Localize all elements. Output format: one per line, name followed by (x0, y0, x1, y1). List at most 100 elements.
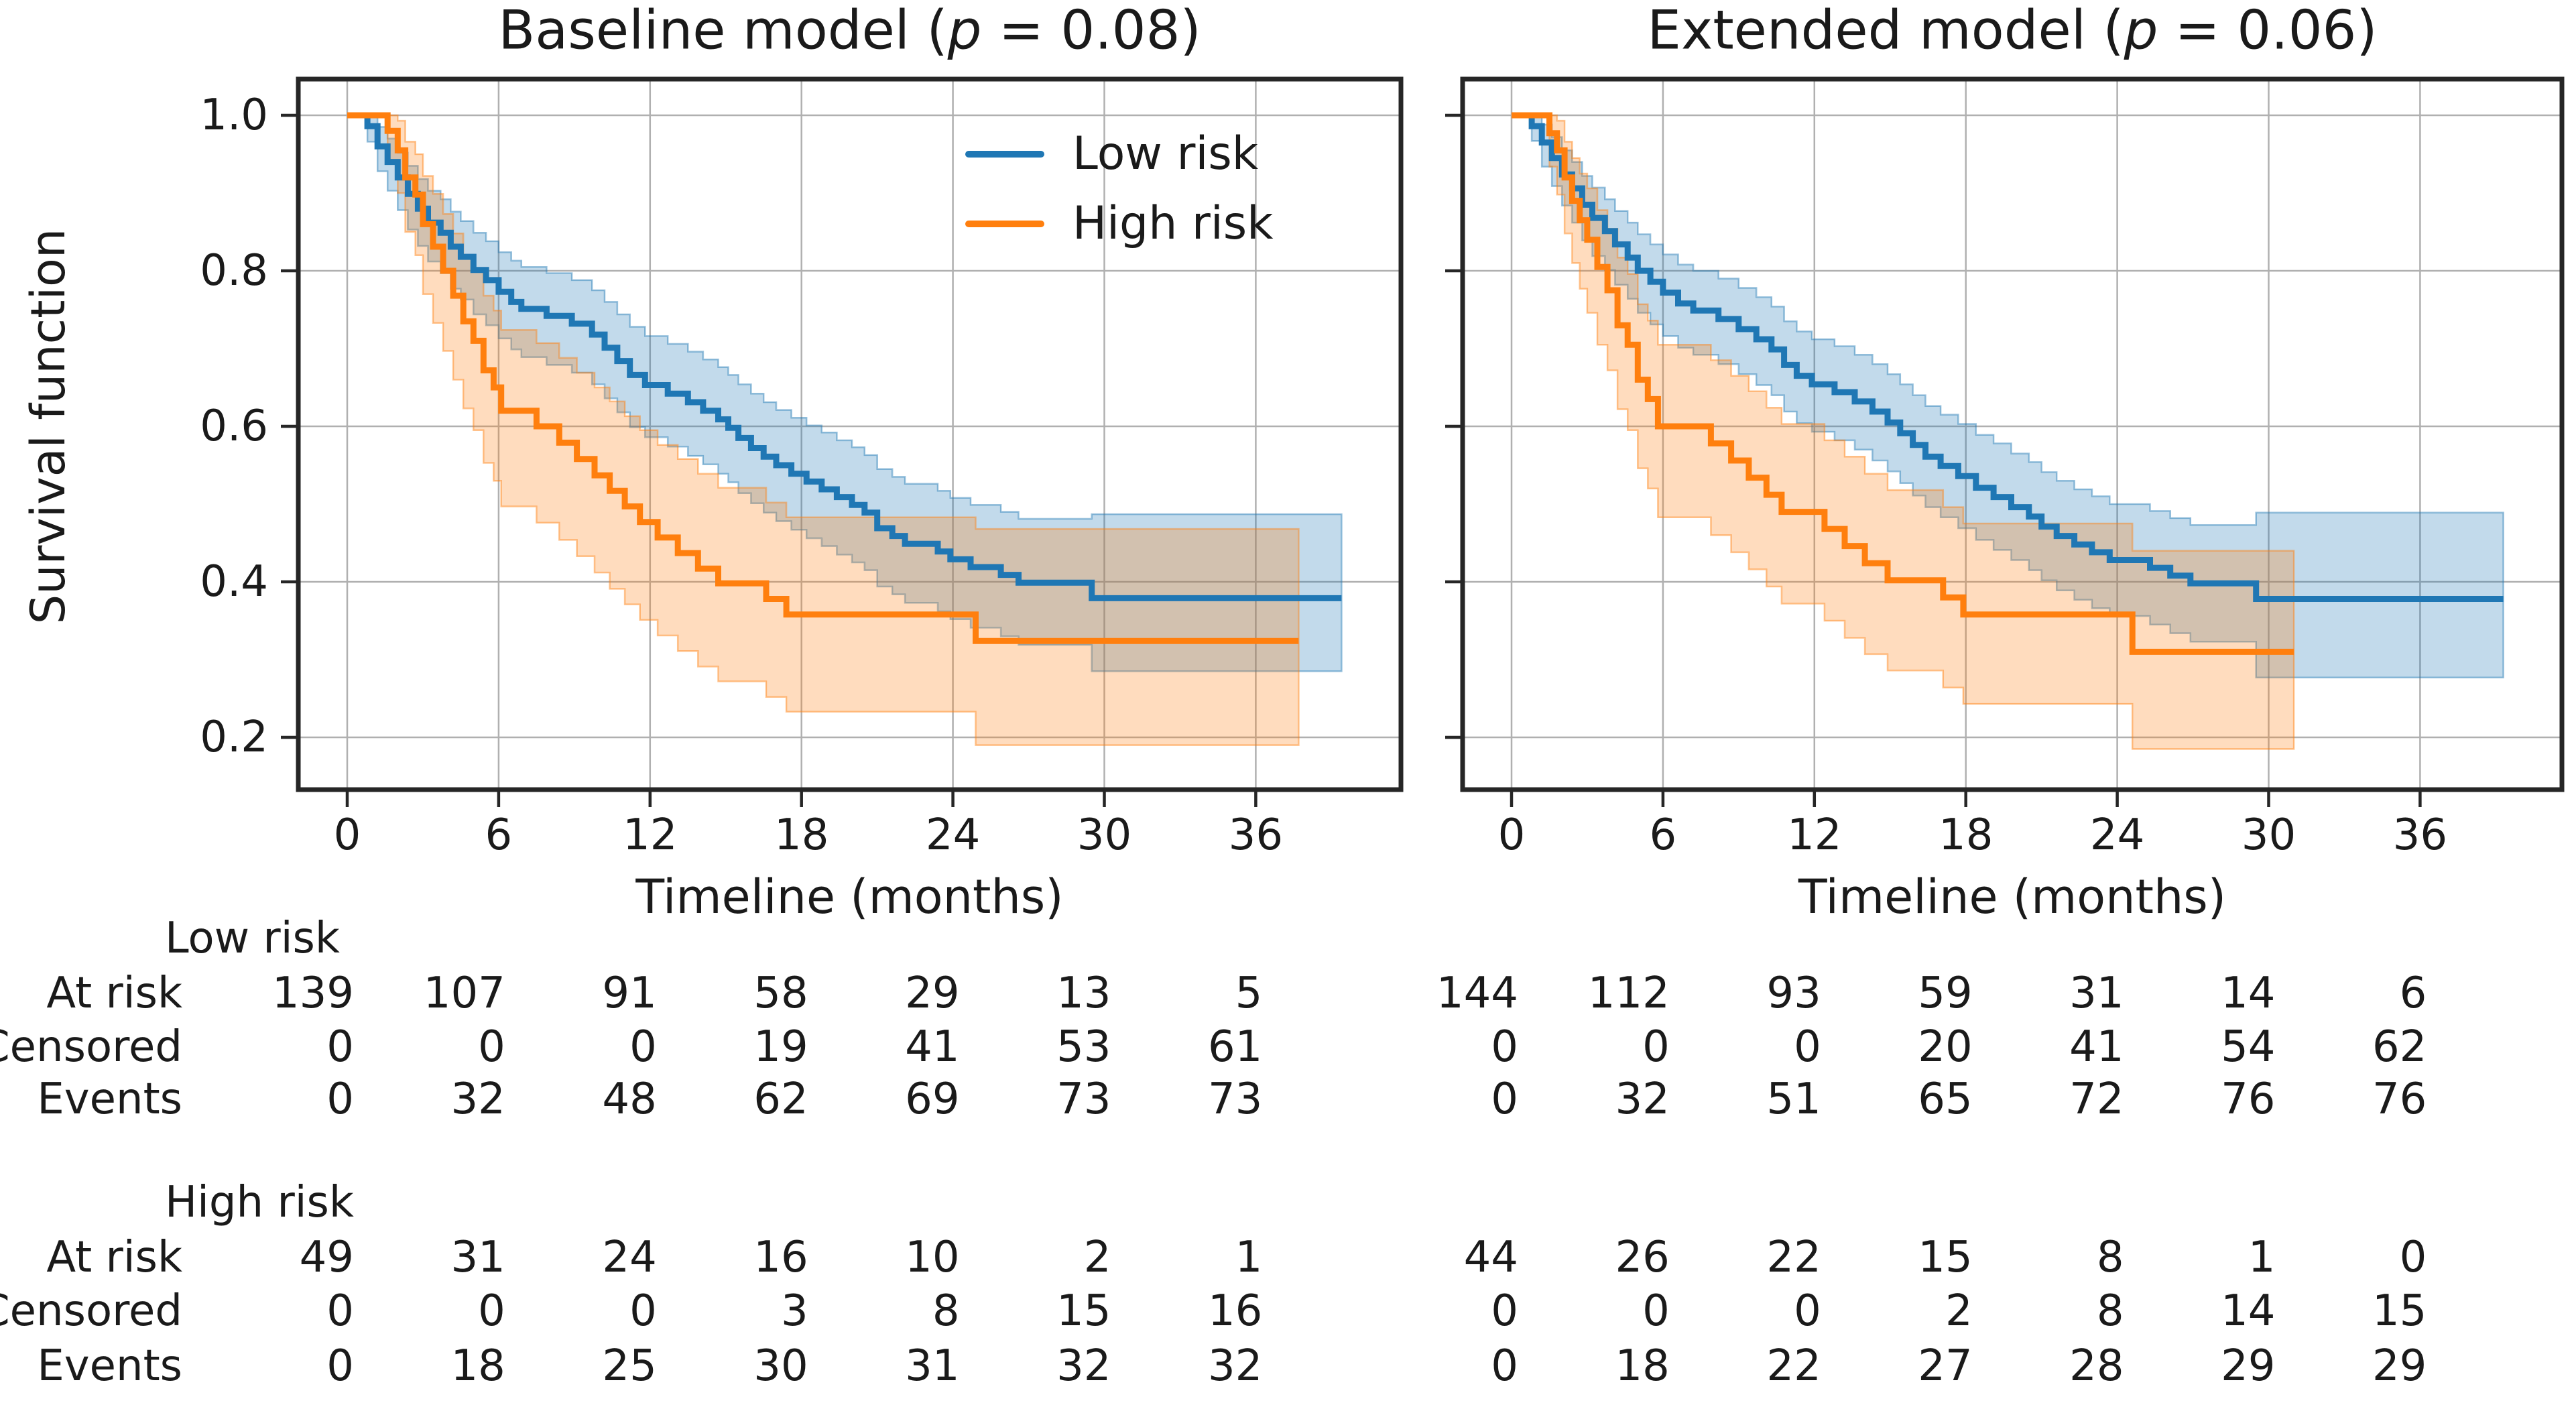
risk-cell: 30 (753, 1341, 808, 1391)
risk-cell: 6 (2399, 969, 2427, 1018)
risk-cell: 28 (2069, 1341, 2124, 1391)
risk-cell: 27 (1918, 1341, 1973, 1391)
risk-cell: 144 (1436, 969, 1518, 1018)
risk-row-label: Events (37, 1341, 182, 1391)
x-tick-label: 36 (2392, 810, 2448, 860)
risk-cell: 0 (1642, 1022, 1670, 1072)
risk-cell: 3 (780, 1286, 808, 1336)
risk-row-label: Events (37, 1075, 182, 1124)
risk-cell: 49 (299, 1233, 354, 1282)
risk-row-label: Censored (0, 1022, 182, 1072)
risk-cell: 93 (1766, 969, 1821, 1018)
y-tick-label: 0.4 (200, 557, 268, 607)
survival-curve-high-risk (347, 112, 1299, 644)
axes-frame (296, 76, 1404, 792)
legend-label-high-risk: High risk (1072, 197, 1274, 250)
risk-cell: 10 (905, 1233, 960, 1282)
risk-cell: 0 (478, 1286, 505, 1336)
risk-cell: 15 (1056, 1286, 1111, 1336)
risk-cell: 59 (1918, 969, 1973, 1018)
survival-curve-high-risk (1512, 112, 2294, 655)
risk-row-label: At risk (46, 969, 182, 1018)
risk-cell: 8 (932, 1286, 960, 1336)
survival-curve-low-risk (1512, 112, 2504, 602)
risk-cell: 0 (1491, 1075, 1518, 1124)
risk-cell: 20 (1918, 1022, 1973, 1072)
plot-area (1512, 112, 2504, 750)
x-tick-label: 30 (2241, 810, 2296, 860)
italic-p-symbol: p (2124, 0, 2158, 62)
x-tick-label: 18 (1938, 810, 1994, 860)
risk-cell: 22 (1766, 1341, 1821, 1391)
risk-cell: 18 (450, 1341, 505, 1391)
risk-cell: 0 (1491, 1286, 1518, 1336)
risk-cell: 62 (2372, 1022, 2427, 1072)
risk-cell: 73 (1056, 1075, 1111, 1124)
risk-cell: 32 (1615, 1075, 1670, 1124)
risk-row-label: At risk (46, 1233, 182, 1282)
risk-cell: 44 (1463, 1233, 1518, 1282)
risk-cell: 1 (1235, 1233, 1263, 1282)
risk-cell: 53 (1056, 1022, 1111, 1072)
risk-cell: 31 (2069, 969, 2124, 1018)
risk-cell: 91 (602, 969, 657, 1018)
risk-cell: 32 (1056, 1341, 1111, 1391)
x-axis-label-extended: Timeline (months) (1798, 869, 2227, 924)
legend-line-high-risk (965, 221, 1044, 227)
x-tick-label: 0 (333, 810, 361, 860)
risk-cell: 31 (905, 1341, 960, 1391)
panel-title-baseline-text: Baseline model ( (498, 0, 948, 62)
risk-cell: 0 (326, 1341, 354, 1391)
panel-title-baseline-pvalue: = 0.08) (981, 0, 1201, 62)
x-tick-label: 30 (1077, 810, 1132, 860)
x-tick-label: 12 (1787, 810, 1842, 860)
risk-cell: 24 (602, 1233, 657, 1282)
legend-label-low-risk: Low risk (1072, 127, 1259, 180)
x-tick-label: 12 (623, 810, 678, 860)
risk-cell: 15 (2372, 1286, 2427, 1336)
risk-cell: 76 (2221, 1075, 2276, 1124)
x-tick-label: 24 (2089, 810, 2145, 860)
risk-cell: 19 (753, 1022, 808, 1072)
risk-cell: 5 (1235, 969, 1263, 1018)
italic-p-symbol: p (947, 0, 982, 62)
plot-area (347, 112, 1343, 746)
legend-line-low-risk (965, 151, 1044, 158)
risk-cell: 48 (602, 1075, 657, 1124)
x-axis-label-baseline: Timeline (months) (635, 869, 1064, 924)
risk-cell: 0 (326, 1022, 354, 1072)
risk-cell: 18 (1615, 1341, 1670, 1391)
risk-cell: 1 (2248, 1233, 2276, 1282)
y-tick-label: 0.6 (200, 402, 268, 451)
risk-cell: 41 (905, 1022, 960, 1072)
risk-cell: 15 (1918, 1233, 1973, 1282)
x-tick-label: 24 (925, 810, 981, 860)
risk-cell: 8 (2096, 1286, 2124, 1336)
x-tick-label: 0 (1497, 810, 1526, 860)
risk-cell: 107 (423, 969, 505, 1018)
confidence-band-low-risk (1512, 114, 2504, 678)
risk-cell: 8 (2096, 1233, 2124, 1282)
risk-cell: 0 (1794, 1286, 1821, 1336)
risk-group-label: High risk (165, 1178, 354, 1227)
risk-cell: 62 (753, 1075, 808, 1124)
y-tick-label: 0.2 (200, 713, 268, 762)
risk-cell: 16 (1207, 1286, 1263, 1336)
survival-curve-low-risk (347, 112, 1342, 601)
risk-cell: 2 (1945, 1286, 1973, 1336)
risk-group-label: Low risk (165, 914, 340, 963)
risk-cell: 32 (450, 1075, 505, 1124)
x-tick-label: 6 (485, 810, 513, 860)
confidence-band-high-risk (1512, 114, 2295, 750)
risk-cell: 58 (753, 969, 808, 1018)
x-tick-label: 36 (1228, 810, 1284, 860)
risk-cell: 139 (271, 969, 354, 1018)
risk-cell: 32 (1207, 1341, 1263, 1391)
confidence-band-low-risk (347, 114, 1343, 672)
risk-cell: 0 (1642, 1286, 1670, 1336)
risk-cell: 0 (629, 1286, 657, 1336)
risk-cell: 112 (1587, 969, 1670, 1018)
risk-cell: 0 (629, 1022, 657, 1072)
